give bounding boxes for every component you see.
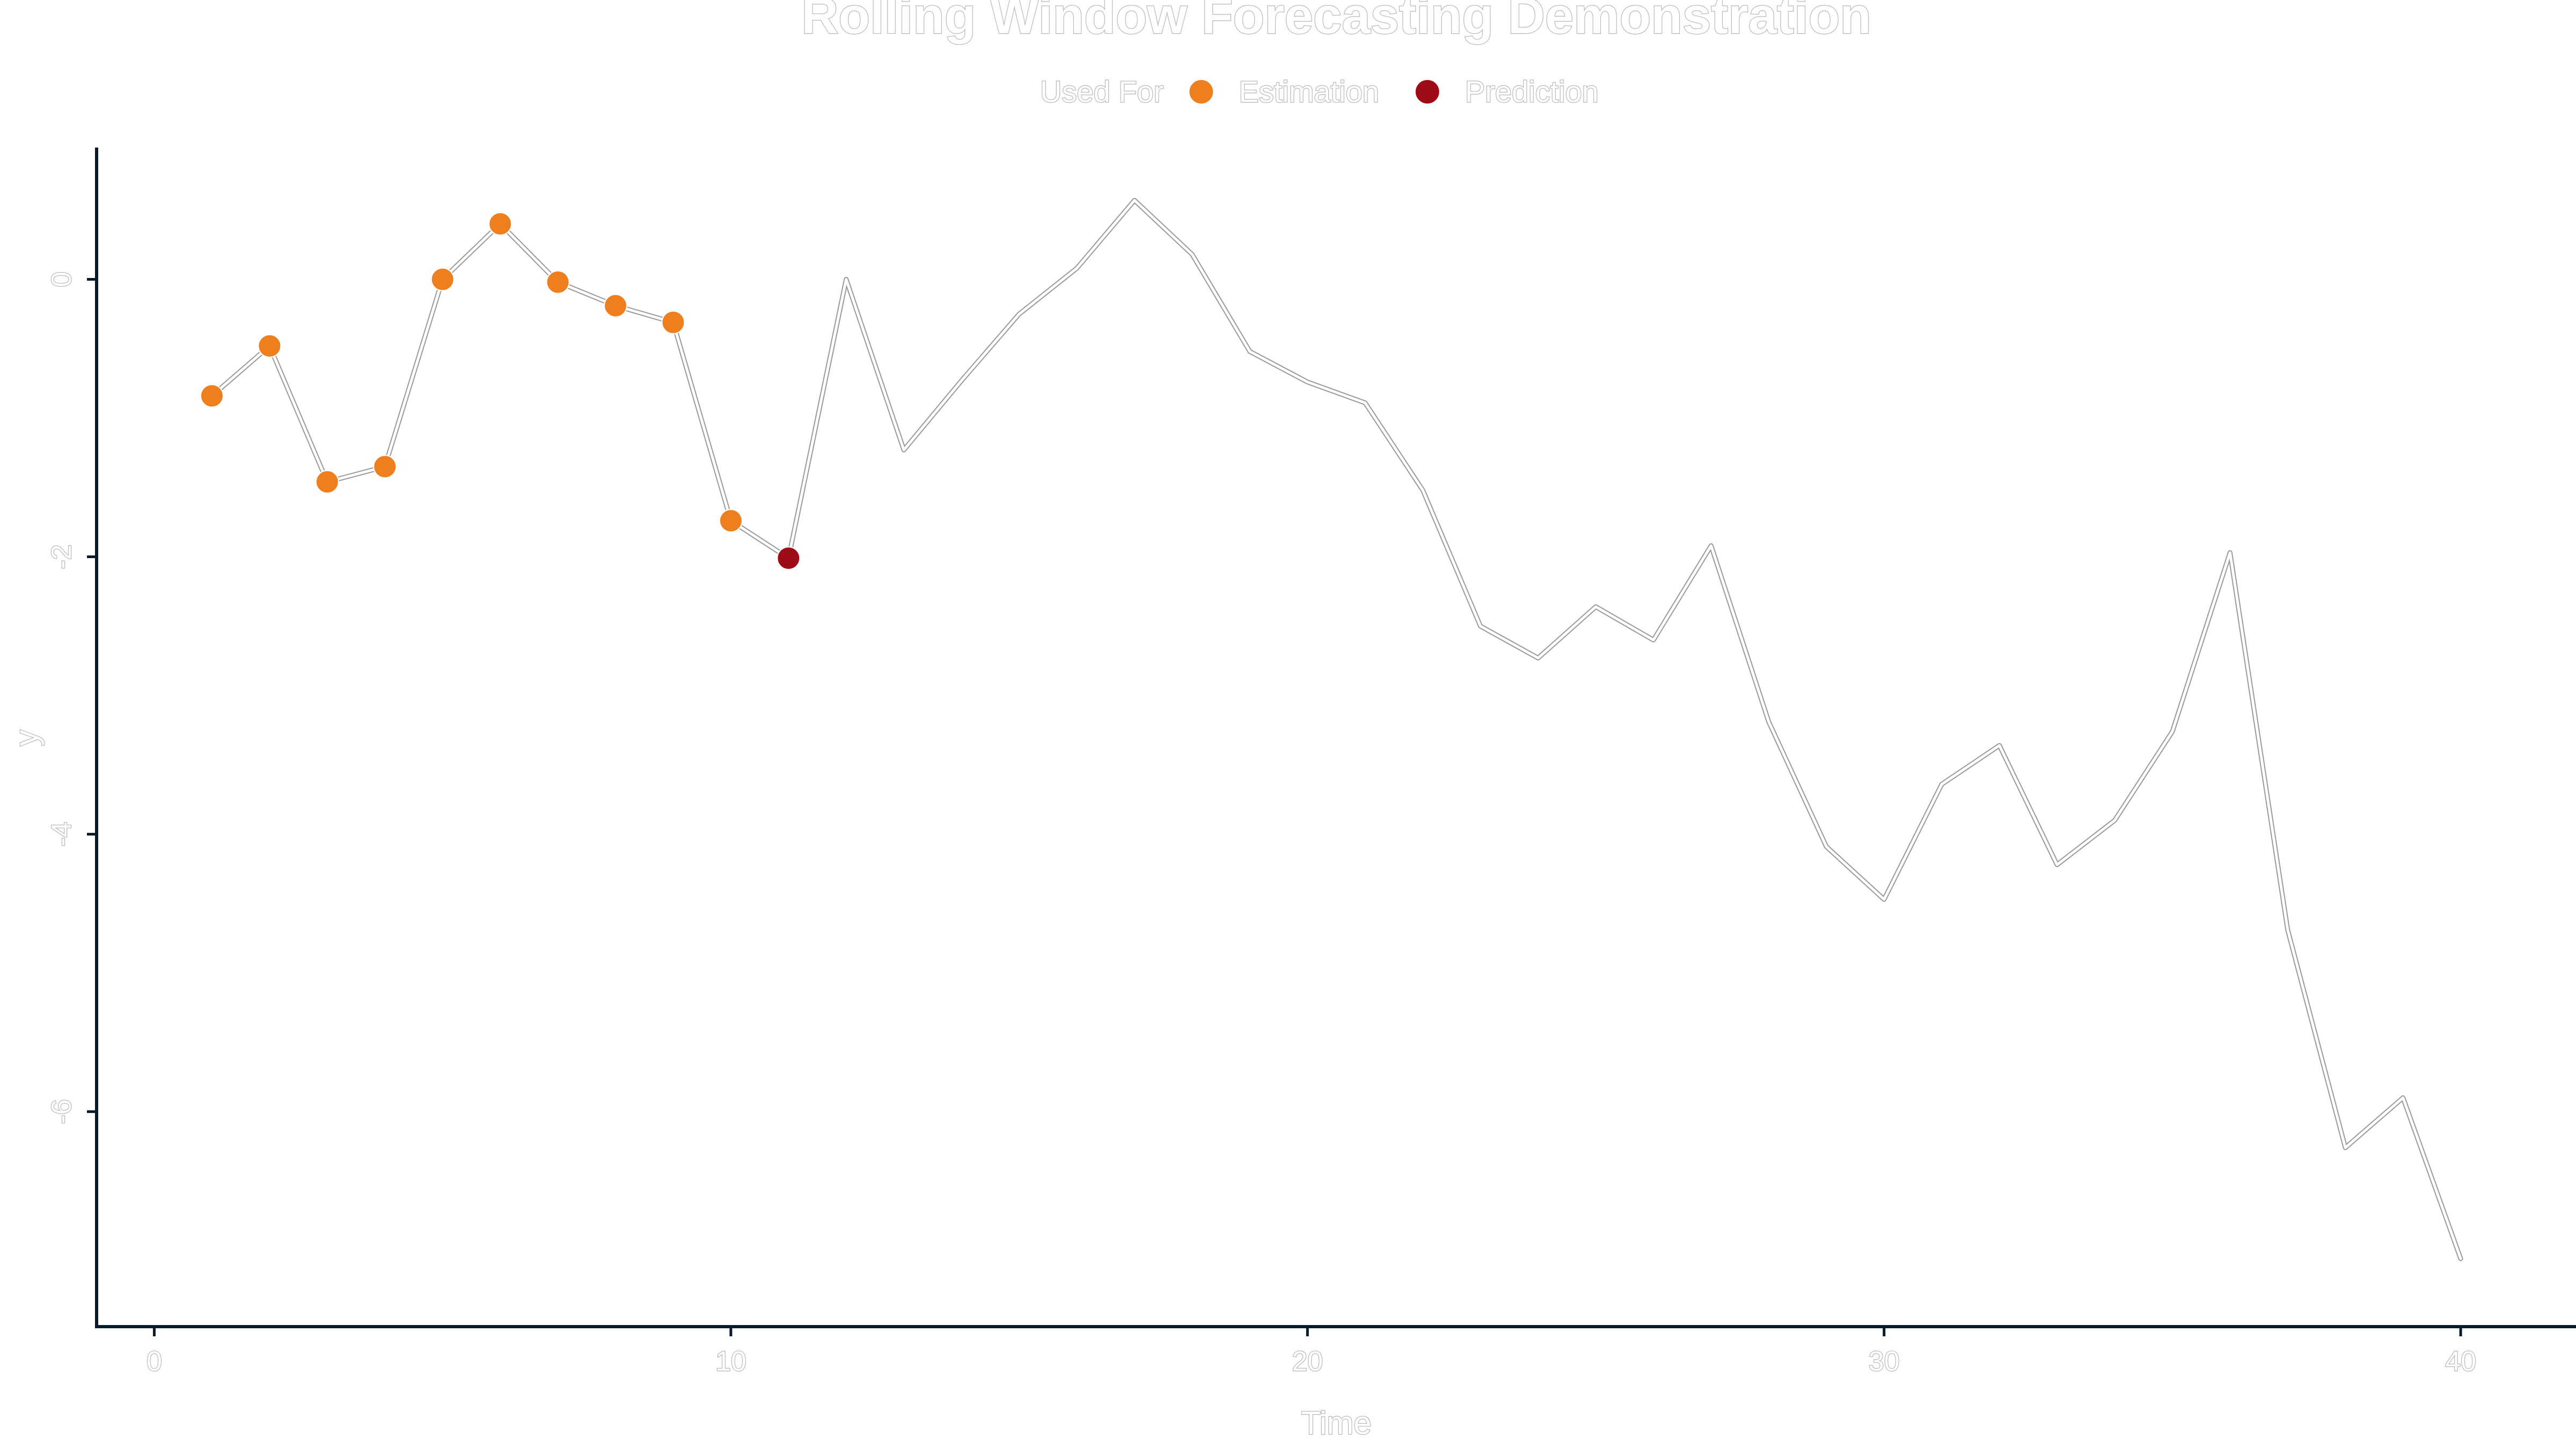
estimation-point [719, 509, 743, 533]
legend-title: Used For [1040, 75, 1163, 108]
legend-label-prediction: Prediction [1465, 75, 1599, 108]
estimation-point [546, 270, 570, 294]
series-line-outline [209, 197, 2463, 1261]
y-tick-label: -4 [46, 822, 77, 846]
legend: Used For Estimation Prediction [1040, 74, 1599, 109]
x-tick-label: 10 [715, 1346, 747, 1377]
estimation-point [488, 212, 513, 236]
y-tick-label: -2 [46, 544, 77, 569]
x-ticks: 0 10 20 30 40 [146, 1327, 2477, 1378]
x-tick-label: 20 [1292, 1346, 1323, 1377]
estimation-point [258, 334, 282, 358]
estimation-point [315, 470, 339, 494]
y-axis-label: y [9, 730, 45, 746]
legend-entries: Estimation Prediction [1189, 74, 1599, 109]
x-tick-label: 40 [2445, 1346, 2476, 1377]
estimation-point [430, 267, 455, 291]
estimation-point [603, 294, 627, 318]
y-tick-label: 0 [46, 272, 77, 287]
chart-title: Rolling Window Forecasting Demonstration [801, 0, 1871, 45]
y-ticks: 0 -2 -4 -6 [46, 271, 97, 1125]
legend-label-estimation: Estimation [1239, 75, 1379, 108]
legend-swatch-prediction [1415, 80, 1439, 104]
prediction-point [777, 546, 801, 570]
estimation-point [200, 384, 224, 408]
y-tick-label: -6 [46, 1099, 77, 1124]
estimation-point [373, 455, 397, 479]
legend-swatch-estimation [1189, 80, 1213, 104]
series-line-fill [210, 199, 2462, 1260]
estimation-point [661, 310, 685, 334]
x-tick-label: 30 [1869, 1346, 1900, 1377]
series-line [209, 197, 2463, 1261]
axes: 0 10 20 30 40 0 -2 -4 -6 [46, 148, 2576, 1378]
x-axis-label: Time [1301, 1405, 1371, 1441]
x-tick-label: 0 [147, 1346, 162, 1377]
series-points [200, 212, 801, 570]
